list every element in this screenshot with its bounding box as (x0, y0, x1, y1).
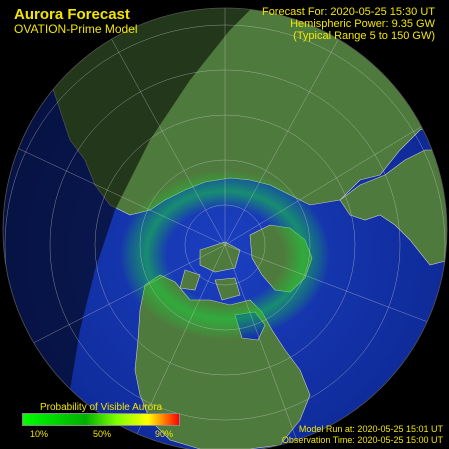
model-name: OVATION-Prime Model (14, 22, 138, 36)
land-europe (339, 149, 447, 266)
aurora-oval (120, 170, 330, 340)
legend-tick-50: 50% (93, 429, 112, 439)
legend-tick-90: 90% (155, 429, 174, 439)
legend-tick-10: 10% (30, 429, 49, 439)
globe-outline (2, 7, 448, 449)
probability-color-scale (22, 413, 180, 426)
hemispheric-power: Hemispheric Power: 9.35 GW (290, 18, 435, 30)
model-run-time: Model Run at: 2020-05-25 15:01 UT (298, 424, 443, 434)
typical-range: (Typical Range 5 to 150 GW) (293, 30, 435, 42)
night-shadow (0, 0, 260, 449)
forecast-time: Forecast For: 2020-05-25 15:30 UT (261, 6, 435, 18)
observation-time: Observation Time: 2020-05-25 15:00 UT (281, 435, 443, 445)
legend-title: Probability of Visible Aurora (40, 402, 163, 413)
page-title: Aurora Forecast (14, 6, 130, 23)
